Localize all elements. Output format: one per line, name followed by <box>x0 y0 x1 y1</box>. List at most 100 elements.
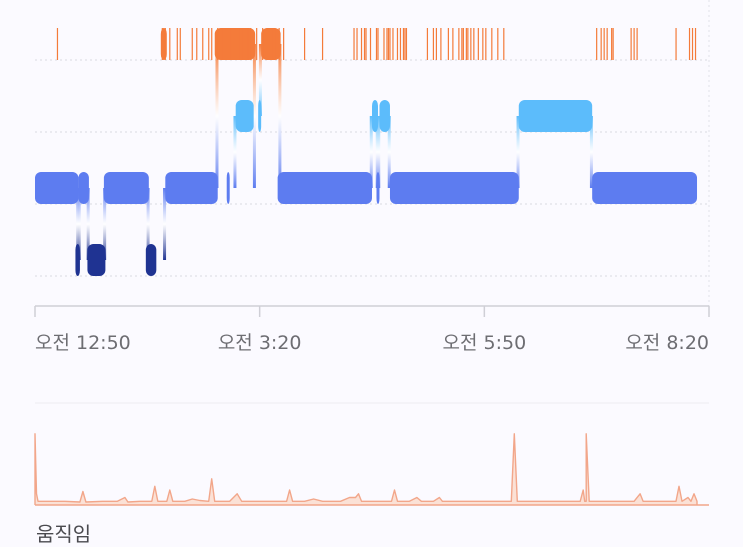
awake-tick <box>387 28 390 60</box>
awake-tick <box>630 28 632 60</box>
awake-tick <box>321 28 324 60</box>
stage-transition <box>369 116 373 188</box>
awake-tick <box>611 28 613 60</box>
stage-segment-awake <box>261 28 281 60</box>
stage-segment-light <box>165 172 218 204</box>
awake-tick <box>426 28 429 60</box>
awake-tick <box>399 28 402 60</box>
awake-tick <box>365 28 367 60</box>
awake-tick <box>477 28 479 60</box>
awake-tick <box>612 28 614 60</box>
awake-tick <box>603 28 605 60</box>
awake-tick <box>470 28 472 60</box>
awake-tick <box>179 28 181 60</box>
awake-tick <box>688 28 691 60</box>
awake-tick <box>356 28 358 60</box>
awake-tick <box>233 28 235 60</box>
stage-transition <box>252 44 256 188</box>
stage-transition <box>589 116 593 188</box>
awake-tick <box>191 28 193 60</box>
stage-segment-awake <box>214 28 256 60</box>
awake-tick <box>229 28 231 60</box>
awake-tick <box>360 28 363 60</box>
stage-transition <box>377 116 381 188</box>
awake-tick <box>465 28 467 60</box>
awake-tick <box>383 28 385 60</box>
awake-tick <box>452 28 454 60</box>
awake-tick <box>392 28 394 60</box>
awake-tick <box>485 28 487 60</box>
stage-segment-light <box>592 172 698 204</box>
stage-segment-rem <box>518 100 593 132</box>
awake-tick <box>503 28 505 60</box>
awake-tick <box>283 28 285 60</box>
stage-segment-light <box>103 172 149 204</box>
awake-tick <box>56 28 59 60</box>
awake-tick <box>375 28 378 60</box>
awake-tick <box>473 28 475 60</box>
awake-tick <box>363 28 366 60</box>
stage-segment-rem <box>372 100 378 132</box>
stage-transition <box>146 188 150 260</box>
awake-tick <box>217 28 219 60</box>
awake-tick <box>176 28 178 60</box>
stage-segment-deep <box>75 244 80 276</box>
stage-segment-light <box>389 172 519 204</box>
awake-tick <box>169 28 171 60</box>
awake-tick <box>405 28 408 60</box>
sleep-stage-chart <box>34 0 710 317</box>
awake-tick <box>262 28 264 60</box>
x-tick-label-2: 오전 5:50 <box>442 332 527 354</box>
awake-tick <box>596 28 598 60</box>
awake-tick <box>226 28 228 60</box>
awake-tick <box>462 28 464 60</box>
awake-tick <box>353 28 355 60</box>
awake-tick <box>633 28 635 60</box>
stage-transition <box>233 116 237 188</box>
awake-tick <box>482 28 484 60</box>
stage-transition <box>163 188 167 260</box>
awake-tick <box>164 28 166 60</box>
awake-tick <box>242 28 244 60</box>
stage-segment-light <box>226 172 230 204</box>
awake-tick <box>606 28 608 60</box>
awake-tick <box>447 28 449 60</box>
awake-tick <box>386 28 388 60</box>
stage-segment-rem <box>258 100 262 132</box>
awake-tick <box>491 28 493 60</box>
awake-tick <box>377 28 379 60</box>
awake-tick <box>250 28 252 60</box>
stage-transition <box>77 188 81 260</box>
stage-transition <box>103 188 107 260</box>
awake-tick <box>278 28 280 60</box>
stage-segment-deep <box>87 244 106 276</box>
stage-transition <box>215 44 219 188</box>
awake-tick <box>161 28 163 60</box>
awake-tick <box>396 28 399 60</box>
stage-transition <box>516 116 520 188</box>
awake-tick <box>467 28 469 60</box>
awake-tick <box>238 28 240 60</box>
movement-label: 움직임 <box>36 522 92 546</box>
stage-segment-light <box>78 172 89 204</box>
awake-tick <box>432 28 435 60</box>
awake-tick <box>274 28 276 60</box>
awake-tick <box>402 28 405 60</box>
awake-tick <box>675 28 677 60</box>
awake-tick <box>440 28 442 60</box>
stage-transition <box>258 44 262 116</box>
awake-tick <box>497 28 499 60</box>
awake-tick <box>202 28 204 60</box>
awake-tick <box>461 28 463 60</box>
stage-transition <box>86 188 90 260</box>
awake-tick <box>636 28 638 60</box>
awake-tick <box>211 28 213 60</box>
stage-segment-rem <box>235 100 254 132</box>
awake-tick <box>266 28 268 60</box>
stage-transition <box>278 44 282 188</box>
stage-segment-light <box>277 172 372 204</box>
stage-segment-deep <box>145 244 157 276</box>
awake-tick <box>247 28 249 60</box>
x-tick-label-1: 오전 3:20 <box>217 332 302 354</box>
awake-tick <box>369 28 372 60</box>
